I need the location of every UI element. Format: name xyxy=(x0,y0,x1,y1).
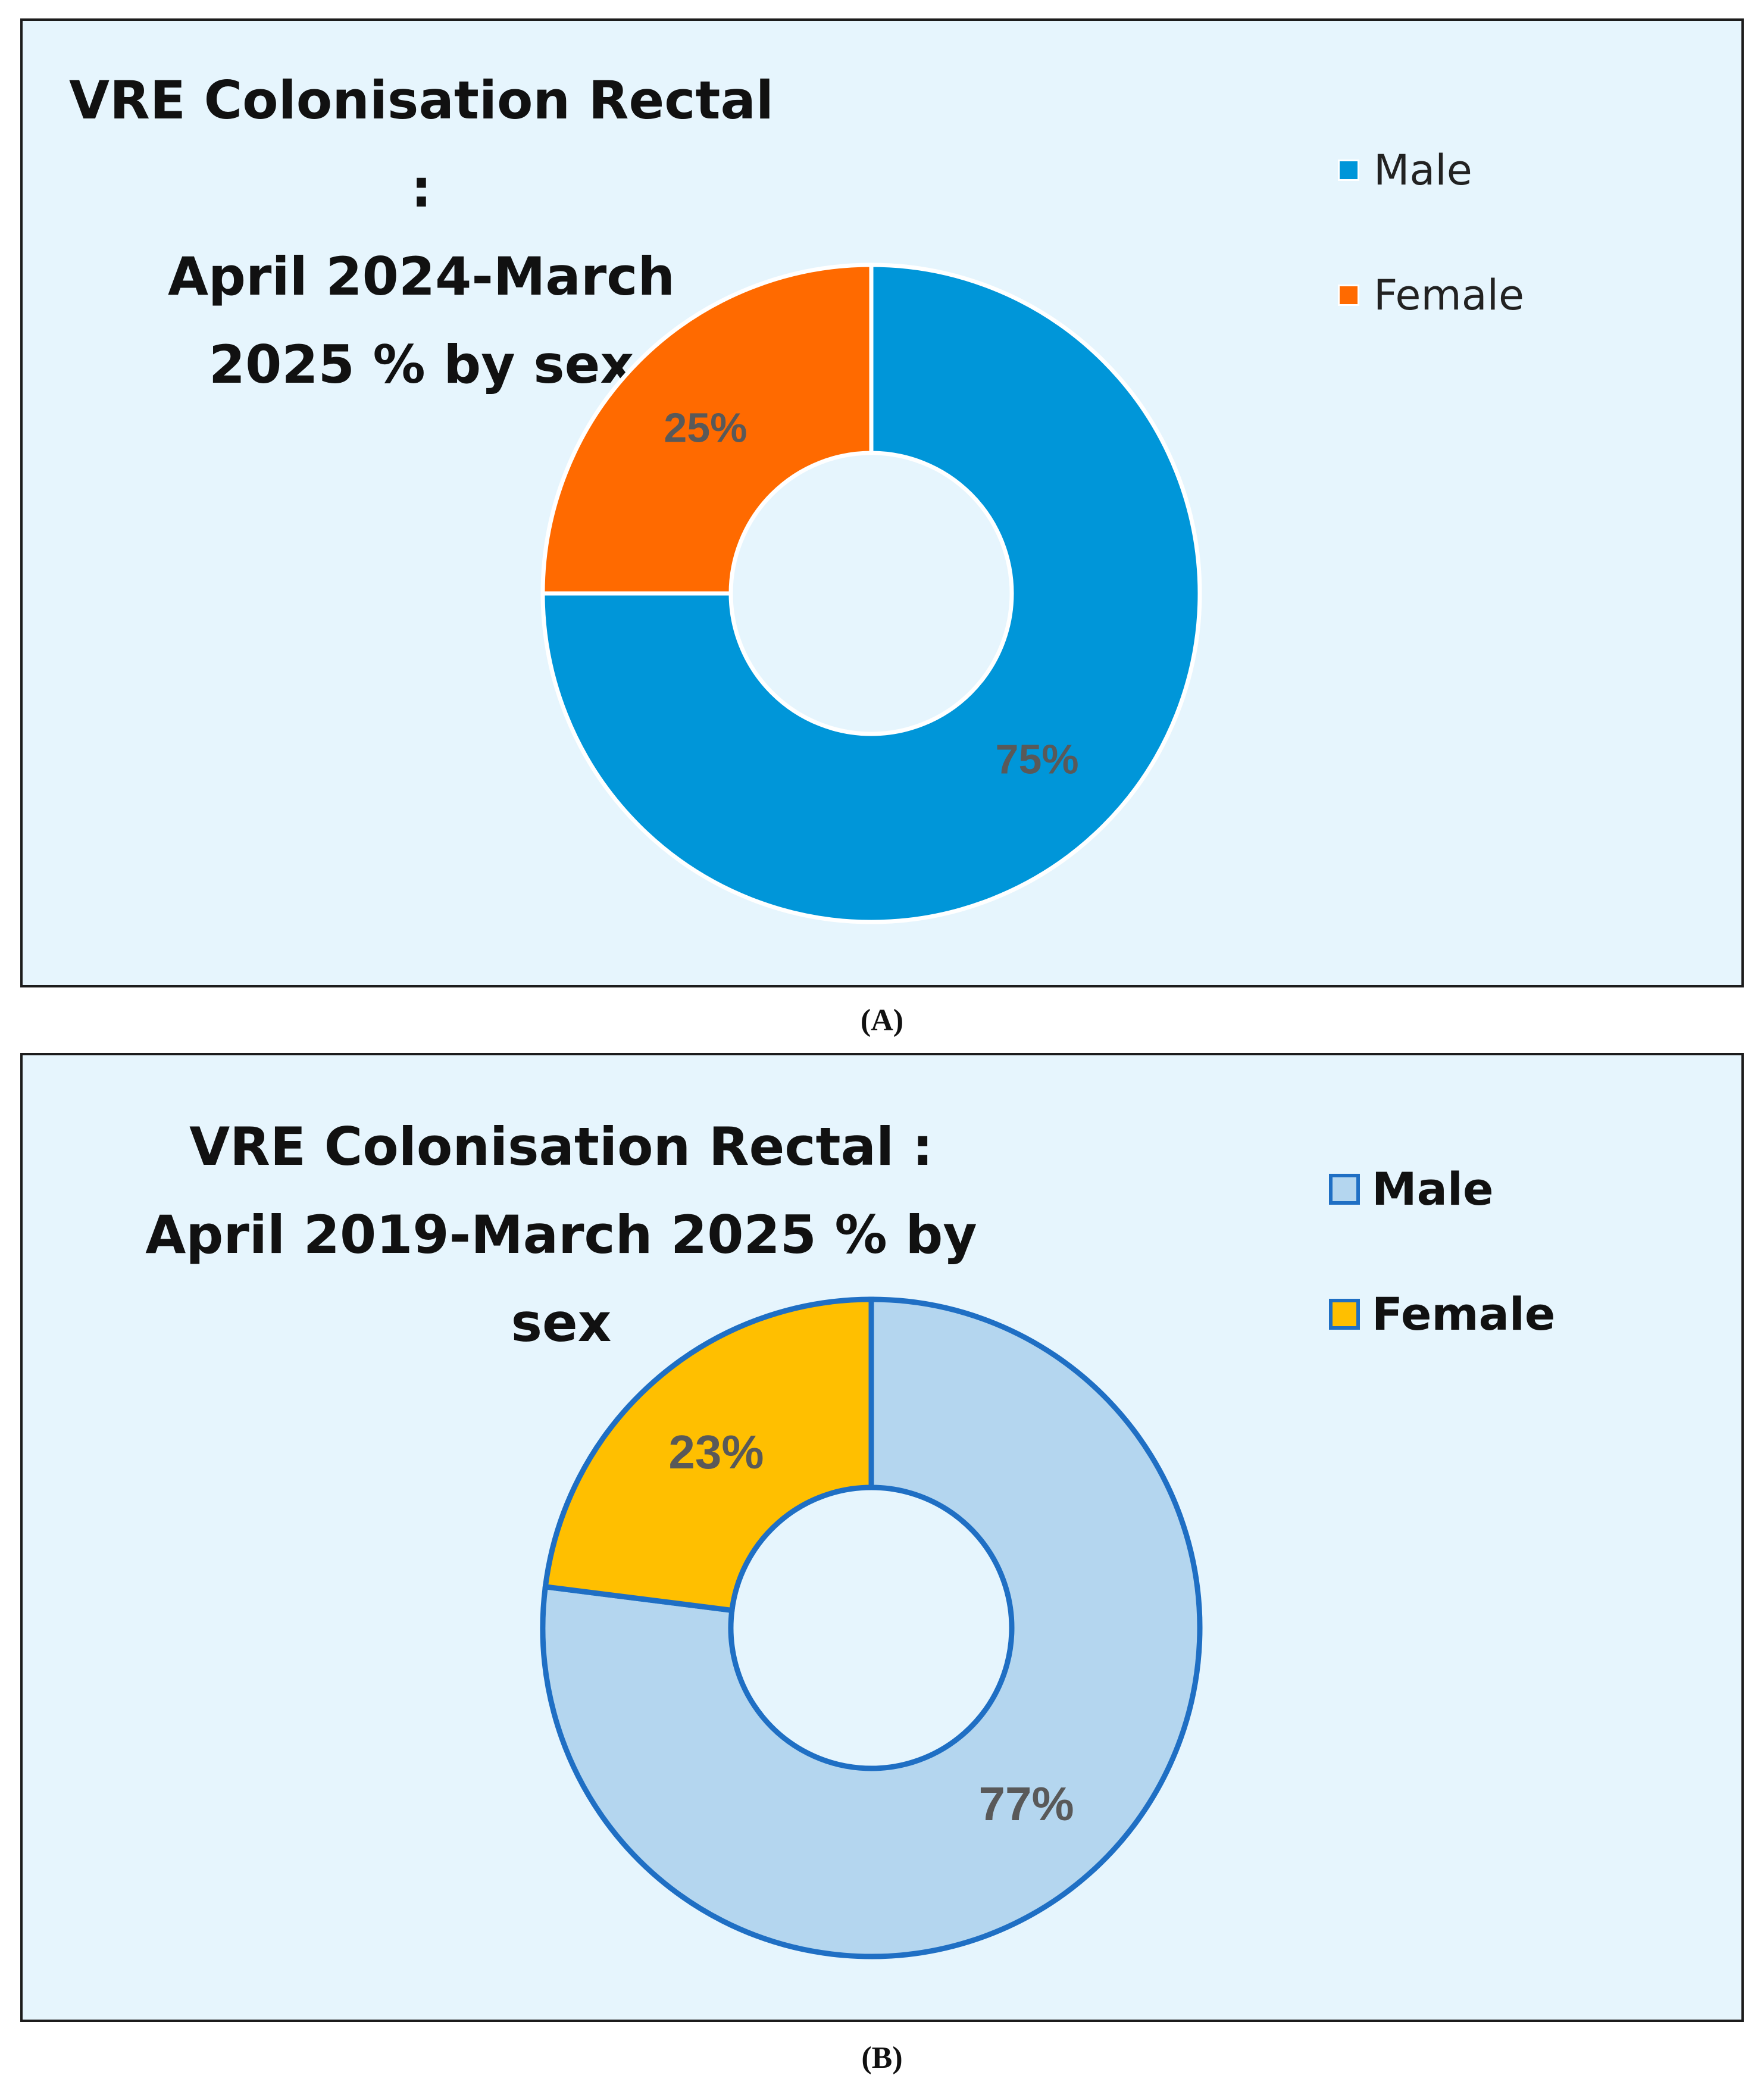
legend-label-female: Female xyxy=(1372,1287,1556,1340)
panel-caption-b: (B) xyxy=(861,2041,903,2075)
legend-item-female: Female xyxy=(1338,271,1524,320)
chart-title-b-line-1: VRE Colonisation Rectal : xyxy=(189,1116,933,1177)
chart-title-a-line-3: 2025 % by sex xyxy=(208,334,634,395)
donut-slice-male xyxy=(540,1296,1203,1959)
legend-swatch-female xyxy=(1329,1298,1360,1330)
legend-label-male: Male xyxy=(1372,1162,1494,1215)
legend-item-female: Female xyxy=(1329,1287,1555,1340)
chart-panel-b: VRE Colonisation Rectal : April 2019-Mar… xyxy=(20,1053,1744,2022)
chart-title-a-line-2: April 2024-March xyxy=(167,246,675,307)
legend-label-female: Female xyxy=(1374,271,1525,320)
data-label-female: 23% xyxy=(668,1426,764,1479)
donut-slice-female xyxy=(540,262,874,596)
chart-title-a-line-1: VRE Colonisation Rectal : xyxy=(68,70,774,219)
chart-title-b: VRE Colonisation Rectal : April 2019-Mar… xyxy=(100,1103,1022,1367)
data-label-male: 77% xyxy=(978,1777,1074,1830)
legend-label-male: Male xyxy=(1374,146,1472,195)
donut-slice-female xyxy=(542,1296,874,1614)
panel-caption-a: (A) xyxy=(860,1004,904,1037)
legend-item-male: Male xyxy=(1338,146,1472,195)
donut-slice-male xyxy=(540,262,1202,924)
donut-chart-a: 75% 25% xyxy=(540,262,1202,924)
chart-panel-a: VRE Colonisation Rectal : April 2024-Mar… xyxy=(20,18,1744,987)
legend-swatch-female xyxy=(1338,285,1359,306)
data-label-male: 75% xyxy=(996,736,1079,783)
legend-swatch-male xyxy=(1338,160,1359,181)
legend-swatch-male xyxy=(1329,1173,1360,1205)
chart-title-a: VRE Colonisation Rectal : April 2024-Mar… xyxy=(64,57,778,409)
legend-item-male: Male xyxy=(1329,1162,1494,1215)
data-label-female: 25% xyxy=(664,404,747,451)
donut-chart-b: 77% 23% xyxy=(540,1296,1203,1959)
chart-title-b-line-2: April 2019-March 2025 % by sex xyxy=(145,1204,977,1354)
